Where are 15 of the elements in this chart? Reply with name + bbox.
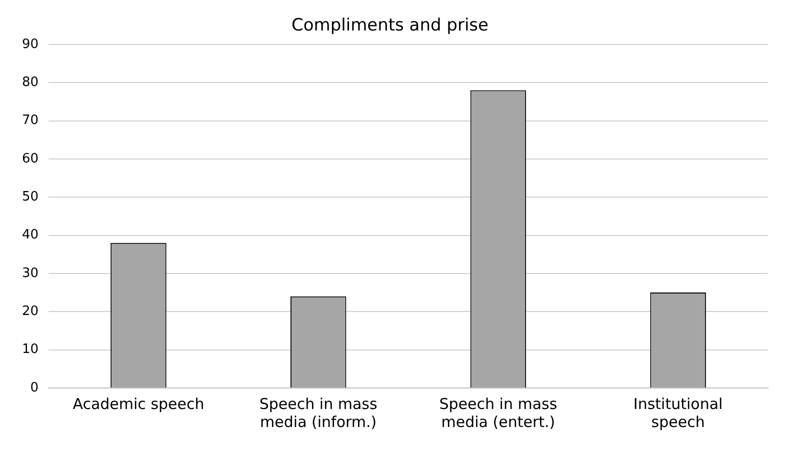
y-tick-label: 0 bbox=[30, 380, 39, 396]
x-tick-label: Speech in mass media (inform.) bbox=[259, 394, 378, 431]
x-tick-label: Academic speech bbox=[72, 394, 204, 413]
y-tick-label: 70 bbox=[22, 113, 39, 128]
y-tick-label: 30 bbox=[22, 266, 39, 281]
y-tick-label: 50 bbox=[22, 189, 39, 204]
y-tick-label: 90 bbox=[22, 36, 39, 52]
y-tick-label: 80 bbox=[22, 74, 39, 90]
y-tick-label: 20 bbox=[22, 304, 39, 320]
y-tick-label: 60 bbox=[22, 151, 39, 166]
y-tick-label: 40 bbox=[22, 228, 39, 243]
chart-title: Compliments and prise bbox=[292, 16, 488, 36]
y-tick-label: 10 bbox=[22, 342, 39, 358]
x-tick-label: Institutional speech bbox=[633, 394, 723, 431]
x-tick-label: Speech in mass media (entert.) bbox=[439, 394, 558, 431]
